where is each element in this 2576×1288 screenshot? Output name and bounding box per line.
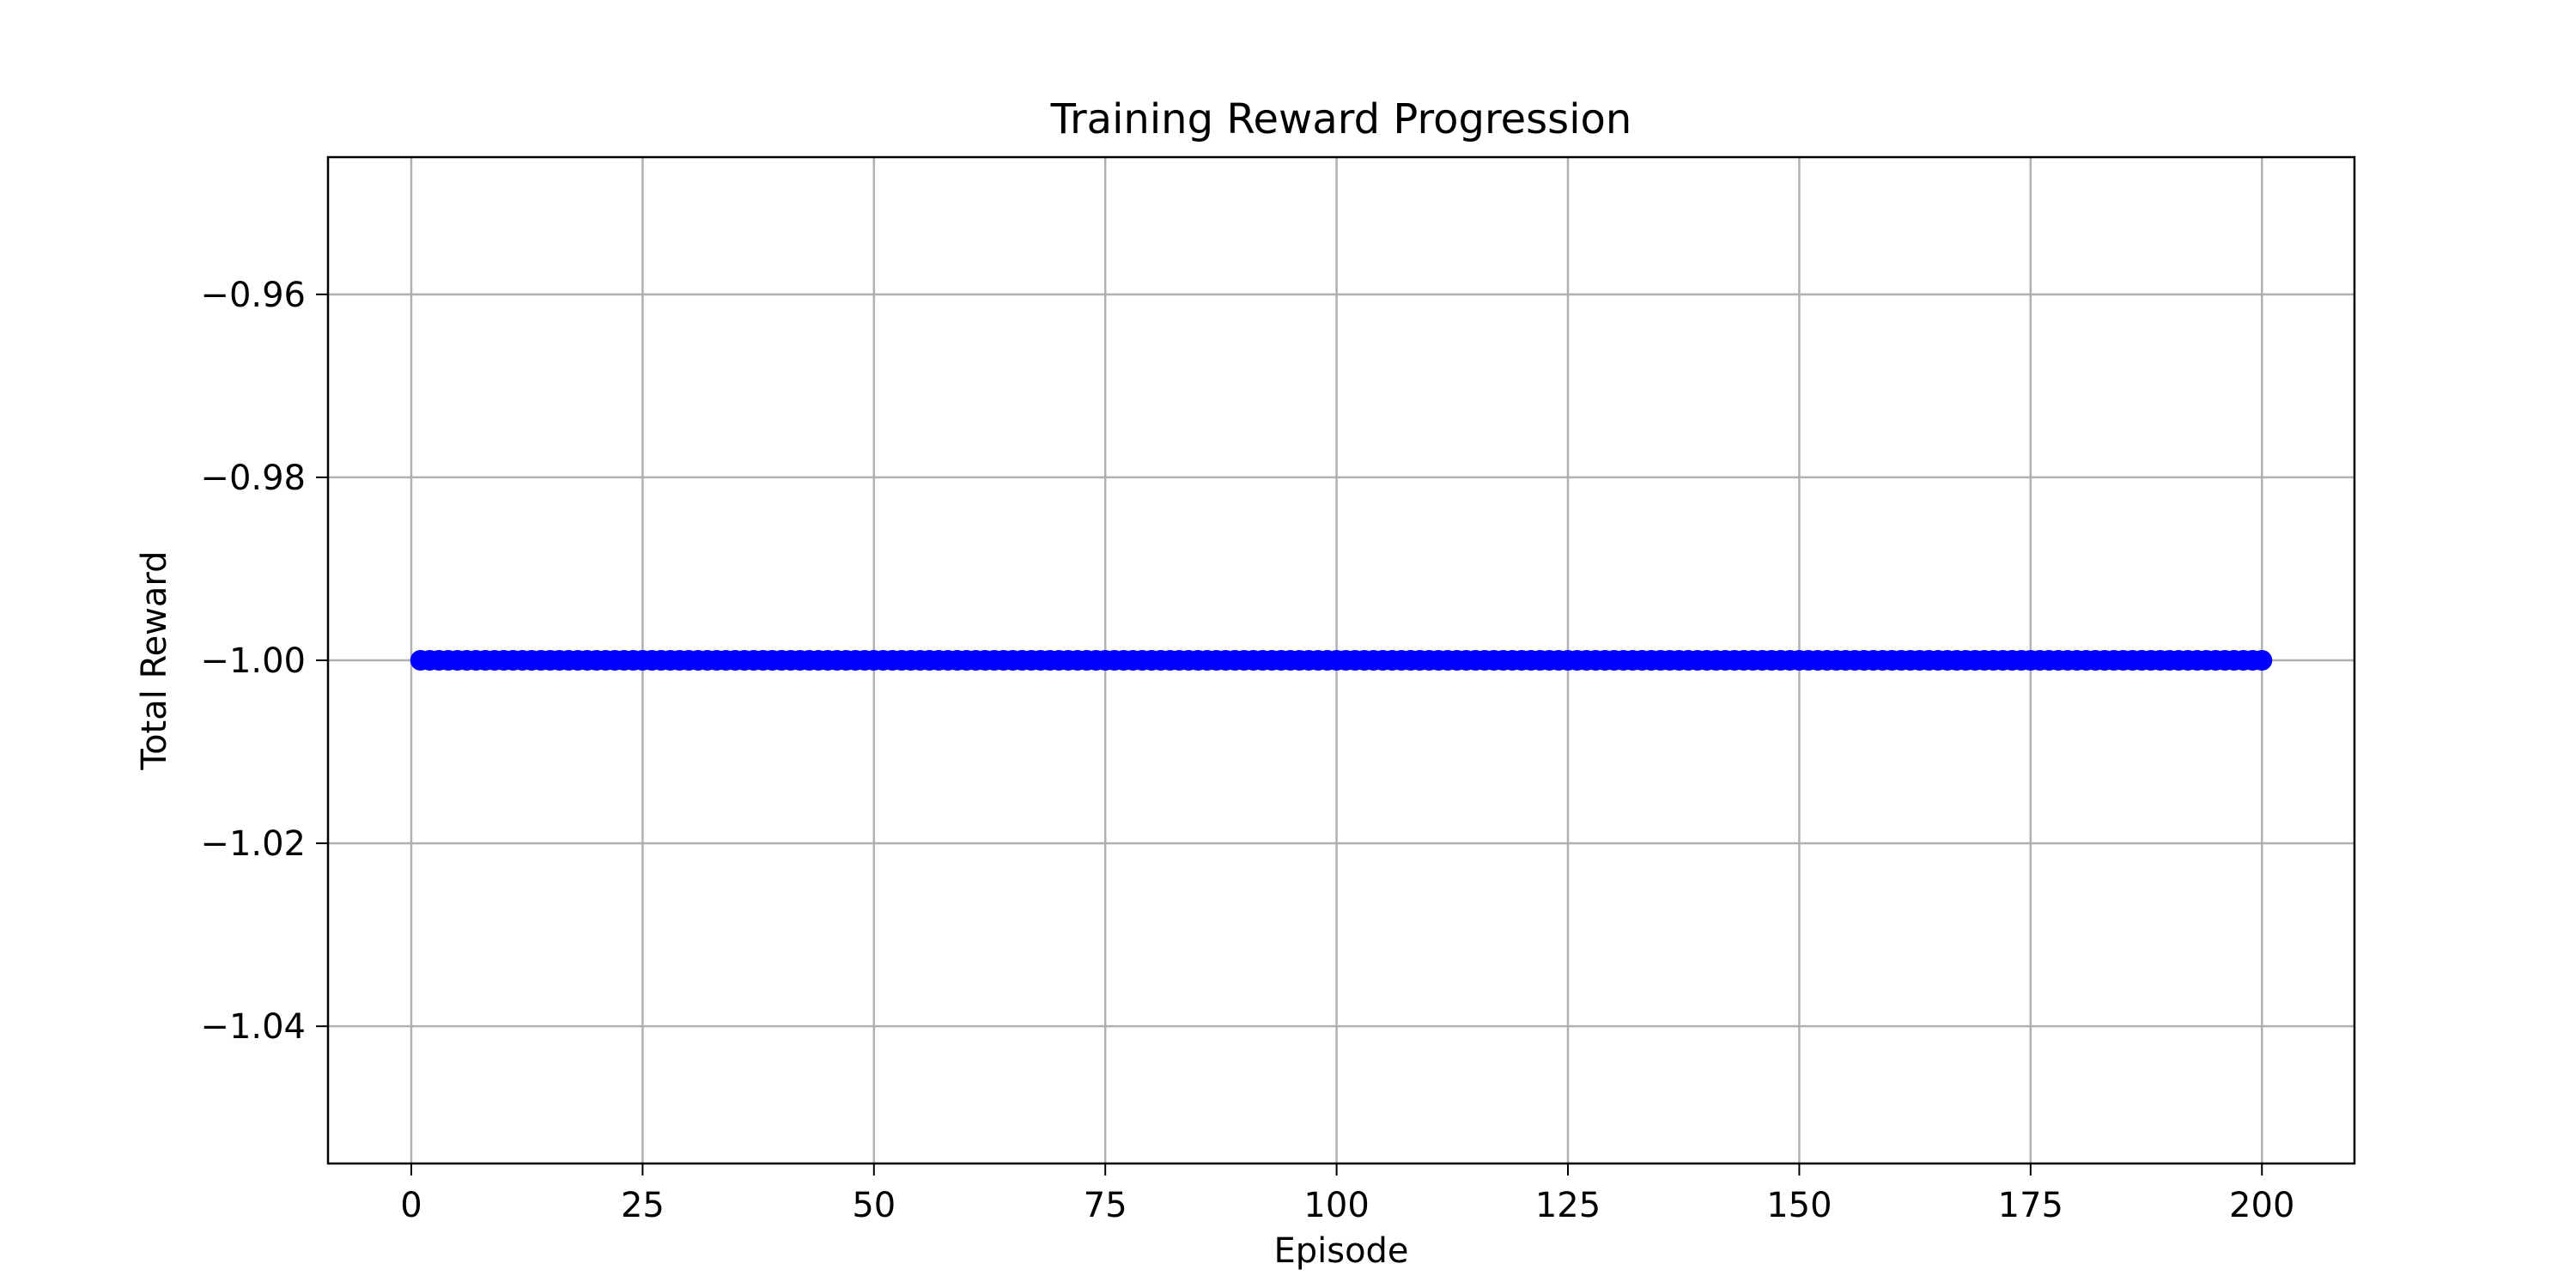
y-axis-label: Total Reward: [135, 550, 174, 770]
series-layer: [410, 650, 2273, 671]
label-layer: Training Reward Progression Episode Tota…: [135, 95, 1631, 1271]
y-tick-label: −1.00: [200, 641, 306, 681]
chart-title: Training Reward Progression: [1050, 95, 1632, 143]
y-tick-label: −0.98: [200, 459, 306, 498]
x-axis-label: Episode: [1273, 1231, 1408, 1271]
reward-data-point: [2251, 650, 2273, 671]
x-tick-label: 150: [1766, 1186, 1832, 1225]
x-tick-label: 25: [621, 1186, 665, 1225]
plot-frame: [326, 155, 2356, 1165]
y-tick-label: −0.96: [200, 276, 306, 315]
x-tick-label: 0: [400, 1186, 422, 1225]
x-tick-label: 175: [1998, 1186, 2063, 1225]
x-tick-label: 50: [852, 1186, 896, 1225]
x-tick-label: 100: [1303, 1186, 1369, 1225]
x-tick-label: 200: [2229, 1186, 2294, 1225]
x-tick-label: 125: [1535, 1186, 1601, 1225]
y-tick-label: −1.04: [200, 1007, 306, 1047]
y-tick-label: −1.02: [200, 824, 306, 864]
tick-layer: 0 25 50 75 100 125 150 175 200 −1.04 −1.02 −1.00 −0.…: [200, 276, 2294, 1225]
x-tick-label: 75: [1084, 1186, 1127, 1225]
